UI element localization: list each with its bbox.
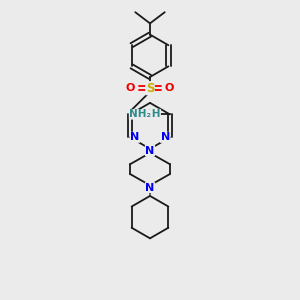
Text: NH₂: NH₂ <box>129 110 151 119</box>
Text: NH: NH <box>134 110 151 119</box>
Text: O: O <box>126 83 135 93</box>
Text: N: N <box>146 146 154 156</box>
Text: N: N <box>146 183 154 193</box>
Text: N: N <box>130 132 140 142</box>
Text: S: S <box>146 82 154 95</box>
Text: O: O <box>165 83 174 93</box>
Text: NH: NH <box>143 110 160 119</box>
Text: N: N <box>160 132 170 142</box>
